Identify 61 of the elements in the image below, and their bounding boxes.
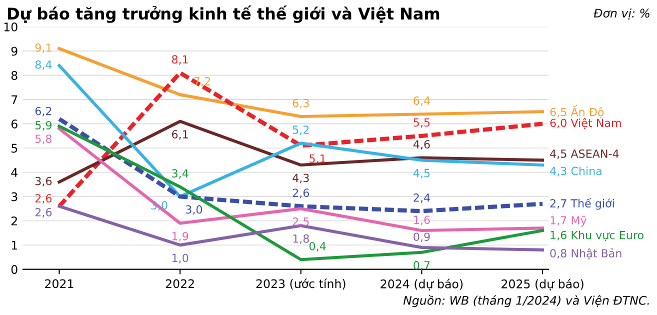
data-label: 5,1 <box>310 154 326 164</box>
data-label: 1,8 <box>293 234 309 244</box>
data-label: 2,6 <box>35 208 52 218</box>
data-label: 0,9 <box>414 232 430 242</box>
line-series <box>58 47 544 118</box>
data-label: 4,3 <box>292 174 309 184</box>
text: 0,8 Nhật Bản <box>550 248 622 260</box>
data-label: 2,5 <box>292 217 309 227</box>
data-label: 4,6 <box>413 140 430 150</box>
y-tick-label: 2 <box>11 216 17 226</box>
x-tick-label: 2023 (ước tính) <box>256 278 346 290</box>
y-tick-label: 0 <box>11 265 18 274</box>
y-tick-label: 4 <box>11 168 18 177</box>
y-tick-label: 10 <box>4 22 18 32</box>
text: Đơn vị: % <box>594 8 650 20</box>
line-series <box>58 127 544 232</box>
data-label: 0,7 <box>414 261 430 271</box>
data-label: 5,2 <box>292 126 309 136</box>
y-tick-label: 8 <box>11 71 18 80</box>
line-series <box>57 116 545 214</box>
text: 2,7 Thế giới <box>550 198 614 210</box>
text: Nguồn: WB (tháng 1/2024) và Viện ĐTNC. <box>403 294 649 308</box>
data-label: 0,4 <box>309 242 326 252</box>
text: 1,7 Mỹ <box>550 216 587 227</box>
data-label: 1,0 <box>172 254 188 264</box>
data-label: 3,4 <box>172 169 188 179</box>
data-label: 3,6 <box>35 176 52 186</box>
text: 6,0 Việt Nam <box>550 118 621 129</box>
data-label: 8,1 <box>172 55 188 65</box>
x-tick-label: 2021 <box>45 279 74 288</box>
text: 4,3 China <box>550 166 602 176</box>
data-label: 5,9 <box>35 121 52 131</box>
y-tick-label: 5 <box>12 144 18 153</box>
data-label: 5,8 <box>35 134 52 144</box>
data-label: 2,6 <box>35 194 52 204</box>
data-label: 6,3 <box>292 98 309 108</box>
text: 6,5 Ấn Độ <box>550 104 604 118</box>
data-label: 3,0 <box>186 205 202 215</box>
y-tick-label: 3 <box>12 192 18 202</box>
data-label: 4,5 <box>413 169 430 178</box>
y-tick-label: 6 <box>11 120 18 128</box>
data-label: 1,9 <box>172 232 188 242</box>
x-tick-label: 2024 (dự báo) <box>380 278 463 290</box>
data-label: 5,5 <box>414 118 430 128</box>
data-label: 1,6 <box>414 216 430 226</box>
line-series <box>58 120 544 184</box>
x-tick-label: 2025 (dự báo) <box>502 278 584 290</box>
y-tick-label: 7 <box>12 95 18 104</box>
data-label: 6,1 <box>172 130 188 140</box>
chart-title: Dự báo tăng trưởng kinh tế thế giới và Việt Nam <box>8 5 440 23</box>
y-tick-label: 9 <box>11 46 18 56</box>
text: 4,5 ASEAN-4 <box>550 149 619 159</box>
data-label: 2,4 <box>414 193 430 203</box>
x-tick-label: 2022 <box>166 279 194 288</box>
text: 1,6 Khu vực Euro <box>550 230 644 242</box>
data-label: 6,4 <box>414 96 430 106</box>
data-label: 6,2 <box>35 106 52 116</box>
data-label: 8,4 <box>35 60 52 70</box>
y-tick-label: 1 <box>12 240 18 250</box>
data-label: 9,1 <box>35 43 52 53</box>
data-label: 2,6 <box>292 188 310 198</box>
